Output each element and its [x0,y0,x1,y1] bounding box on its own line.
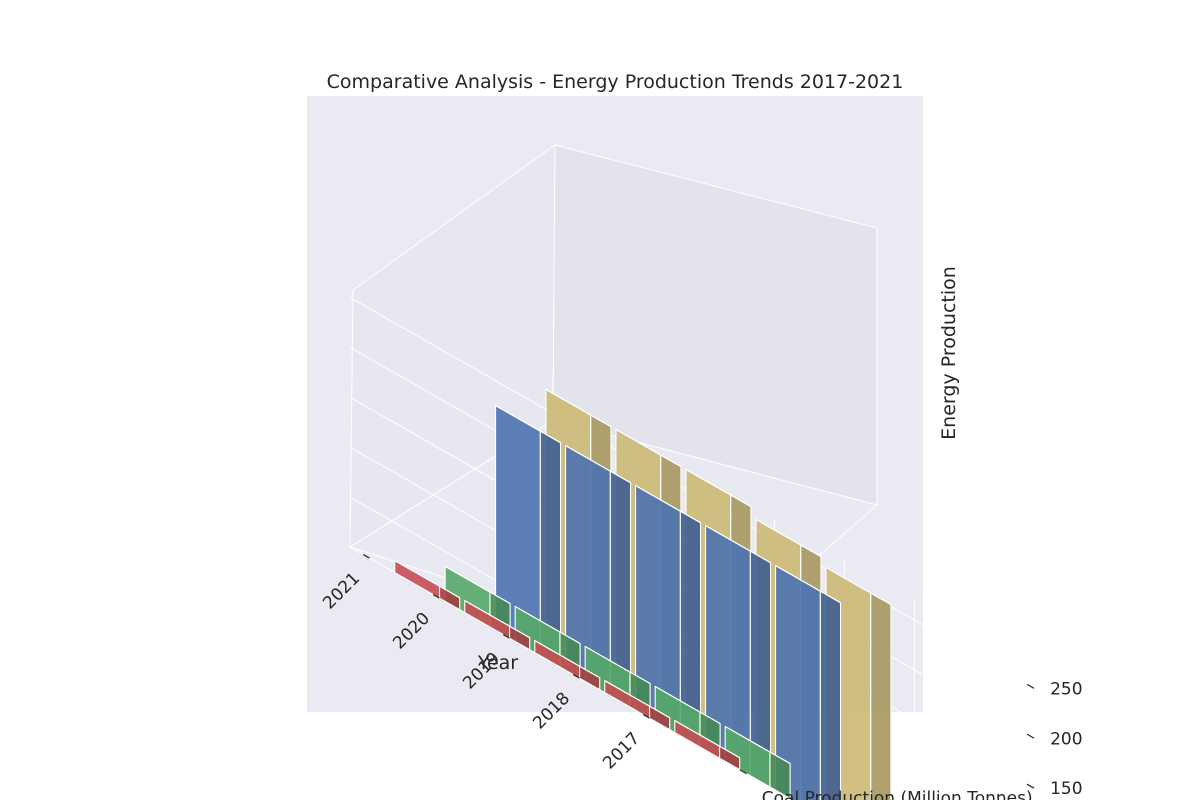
x-tick [432,594,440,599]
bar [604,680,671,731]
bar-top-face [775,565,842,604]
x-axis-label: Year [477,652,518,674]
z-tick-label: 200 [1050,729,1082,749]
bar [565,445,632,708]
bar-top-face [654,685,721,725]
bar-top-face [514,605,581,645]
bar-side-face [819,590,842,800]
bar [534,640,601,691]
x-tick-label: 2017 [599,729,644,774]
bar-top-face [705,525,772,564]
x-tick [362,554,370,559]
bar-top-face [635,485,702,524]
bar-top-face [464,600,531,639]
bar-top-face [534,640,601,679]
x-tick [502,634,510,639]
bar [724,725,791,800]
bar [705,525,772,788]
y-tick [739,769,748,775]
bar-top-face [604,680,671,719]
bar-top-face [444,565,511,605]
bar [635,485,702,748]
bar-top-face [674,720,741,759]
bar-top-face [615,428,682,468]
bar-top-face [565,445,632,484]
bar-top-face [724,725,791,765]
z-tick [1026,683,1035,689]
bar-top-face [584,645,651,685]
bar [674,720,741,771]
y-tick [789,798,794,800]
chart-title: Comparative Analysis - Energy Production… [327,71,904,93]
bar [775,565,842,800]
bar-side-face [870,592,892,800]
z-tick [1026,783,1035,789]
x-tick [642,714,650,719]
z-tick-label: 150 [1050,779,1082,799]
bars-group [394,388,892,800]
bar [464,600,531,651]
z-tick-label: 250 [1050,679,1082,699]
z-axis-label: Energy Production [938,266,960,440]
y-tick-label: Coal Production (Million Tonnes) [762,789,1033,800]
bar [495,405,562,668]
bar-top-face [394,560,461,599]
bar [394,560,461,611]
bar-top-face [825,566,892,606]
bar-top-face [545,388,612,428]
x-tick [572,674,580,679]
bar-top-face [495,405,562,444]
z-tick [1026,733,1035,739]
bar-top-face [685,468,752,508]
bar-top-face [755,518,822,558]
tick-marks [362,554,1035,800]
